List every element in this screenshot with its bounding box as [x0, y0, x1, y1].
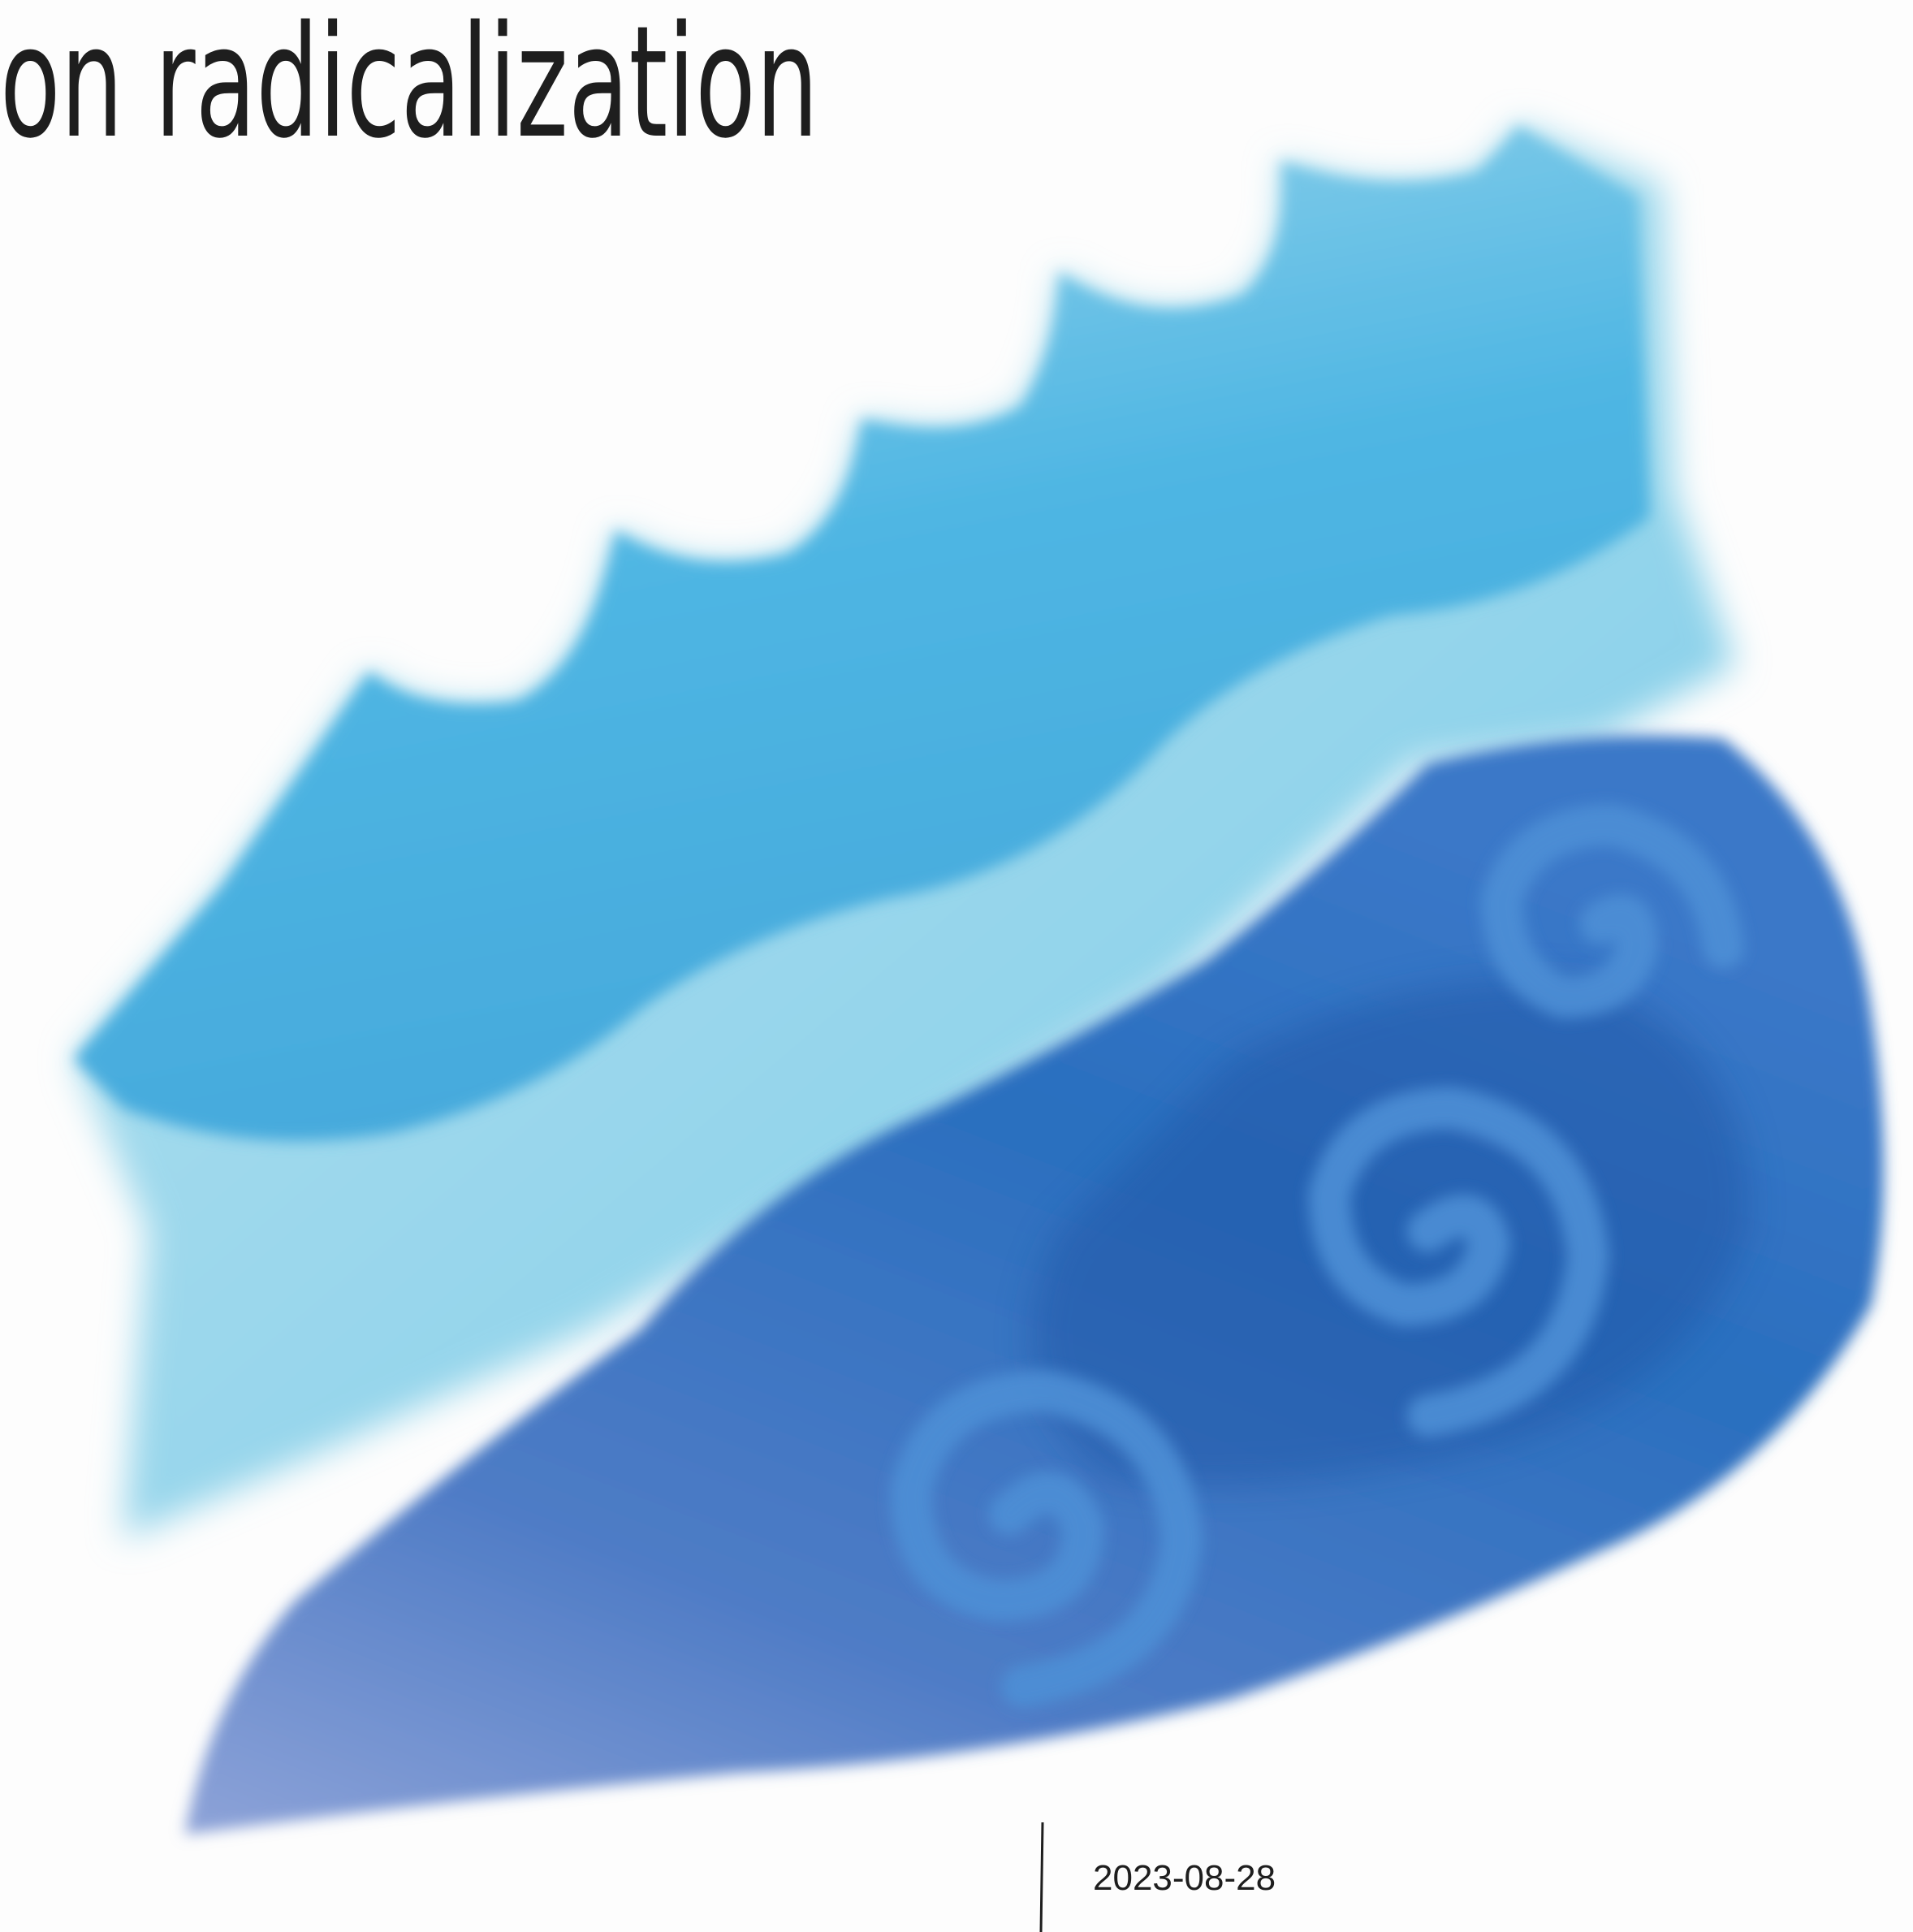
divider	[1039, 1822, 1044, 1932]
post-date: 2023-08-28	[1093, 1858, 1276, 1898]
post-title: on radicalization	[0, 0, 818, 172]
wave-illustration	[73, 123, 1884, 1835]
